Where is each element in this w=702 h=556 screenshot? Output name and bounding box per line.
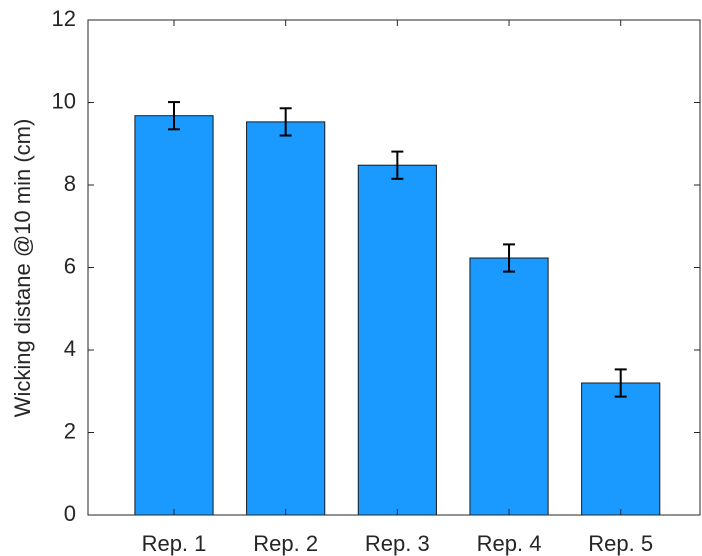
error-bar (167, 101, 180, 131)
error-bar (279, 107, 292, 137)
y-tick-label: 12 (52, 6, 76, 31)
x-tick-label: Rep. 5 (588, 531, 653, 556)
error-bar (614, 368, 627, 398)
bar (134, 115, 214, 516)
y-tick-label: 2 (64, 418, 76, 443)
error-bar (391, 150, 404, 180)
y-axis-label: Wicking distane @10 min (cm) (10, 119, 35, 418)
error-bar (503, 243, 516, 273)
x-tick-label: Rep. 4 (477, 531, 542, 556)
y-tick-label: 10 (52, 88, 76, 113)
bar (581, 382, 661, 516)
x-tick-label: Rep. 2 (253, 531, 318, 556)
y-tick-label: 6 (64, 253, 76, 278)
x-tick-label: Rep. 1 (142, 531, 207, 556)
x-tick-label: Rep. 3 (365, 531, 430, 556)
y-tick-label: 8 (64, 171, 76, 196)
y-tick-label: 4 (64, 336, 76, 361)
y-tick-label: 0 (64, 501, 76, 526)
bar (357, 164, 437, 516)
bar (246, 121, 326, 516)
plot-frame (87, 19, 701, 516)
bar (469, 257, 549, 516)
